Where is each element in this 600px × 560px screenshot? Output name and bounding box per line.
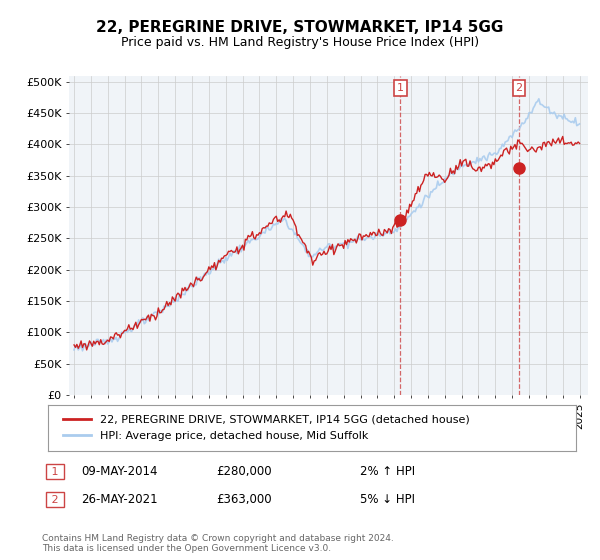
Text: £363,000: £363,000: [216, 493, 272, 506]
Text: 2: 2: [515, 83, 523, 93]
Text: 2: 2: [48, 494, 62, 505]
Text: 26-MAY-2021: 26-MAY-2021: [81, 493, 158, 506]
Text: 5% ↓ HPI: 5% ↓ HPI: [360, 493, 415, 506]
Text: Contains HM Land Registry data © Crown copyright and database right 2024.
This d: Contains HM Land Registry data © Crown c…: [42, 534, 394, 553]
Text: 1: 1: [48, 466, 62, 477]
Text: 09-MAY-2014: 09-MAY-2014: [81, 465, 157, 478]
Text: £280,000: £280,000: [216, 465, 272, 478]
Text: 22, PEREGRINE DRIVE, STOWMARKET, IP14 5GG: 22, PEREGRINE DRIVE, STOWMARKET, IP14 5G…: [97, 20, 503, 35]
Text: 2% ↑ HPI: 2% ↑ HPI: [360, 465, 415, 478]
Legend: 22, PEREGRINE DRIVE, STOWMARKET, IP14 5GG (detached house), HPI: Average price, : 22, PEREGRINE DRIVE, STOWMARKET, IP14 5G…: [59, 410, 474, 446]
Text: 1: 1: [397, 83, 404, 93]
Text: Price paid vs. HM Land Registry's House Price Index (HPI): Price paid vs. HM Land Registry's House …: [121, 36, 479, 49]
